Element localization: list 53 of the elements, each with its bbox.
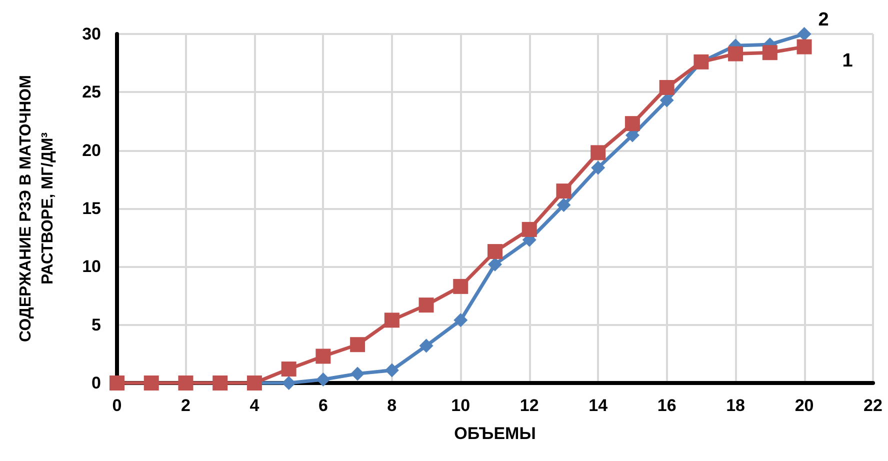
point <box>556 184 572 199</box>
series-label: 2 <box>818 10 829 30</box>
point <box>281 362 296 377</box>
x-tick-label: 12 <box>520 396 539 415</box>
y-tick-label: 10 <box>82 257 101 276</box>
x-tick-label: 18 <box>726 396 746 415</box>
y-tick-label: 15 <box>82 199 101 218</box>
x-tick-label: 20 <box>794 396 814 415</box>
point <box>350 366 365 381</box>
point <box>350 337 366 352</box>
point <box>624 116 640 132</box>
point <box>212 376 228 390</box>
y-tick-label: 5 <box>92 315 101 334</box>
y-tick-label: 0 <box>92 374 101 392</box>
point <box>590 145 606 160</box>
series-label: 1 <box>842 50 854 72</box>
point <box>796 39 812 54</box>
x-tick-label: 16 <box>657 396 676 415</box>
point <box>556 198 571 212</box>
point <box>419 338 434 353</box>
point <box>762 45 778 60</box>
point <box>488 257 502 272</box>
point <box>384 312 400 328</box>
point <box>110 376 124 390</box>
point <box>144 376 159 390</box>
x-tick-label: 2 <box>180 396 190 415</box>
point <box>178 376 194 390</box>
point <box>282 376 296 390</box>
point <box>728 46 744 62</box>
point <box>522 222 537 237</box>
x-tick-label: 8 <box>387 396 397 415</box>
x-axis-title: ОБЪЕМЫ <box>454 424 536 443</box>
point <box>384 363 399 378</box>
point <box>316 372 330 387</box>
y-tick-label: 30 <box>82 24 101 44</box>
point <box>418 298 434 313</box>
point <box>797 27 812 41</box>
x-tick-label: 22 <box>864 396 882 415</box>
point <box>488 244 502 260</box>
x-tick-label: 4 <box>250 396 260 415</box>
x-tick-label: 14 <box>588 396 608 415</box>
x-tick-label: 0 <box>112 396 122 415</box>
point <box>454 313 468 328</box>
y-tick-label: 20 <box>82 140 101 160</box>
point <box>453 278 468 294</box>
x-tick-label: 6 <box>318 396 328 415</box>
x-tick-label: 10 <box>451 396 470 415</box>
point <box>659 80 674 96</box>
point <box>660 93 674 108</box>
point <box>591 160 606 175</box>
y-tick-label: 25 <box>82 82 101 102</box>
y-axis-title: СОДЕРЖАНИЕ РЗЭ В МАТОЧНОМ РАСТВОРЕ, МГ/ДМ³ <box>18 75 56 342</box>
point <box>316 348 331 364</box>
